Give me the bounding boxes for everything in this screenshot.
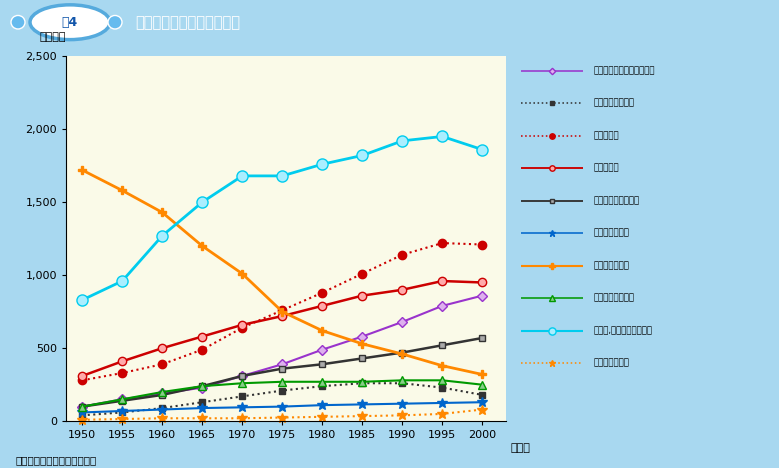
Text: 分類不能の職業: 分類不能の職業 <box>594 358 629 368</box>
Circle shape <box>108 15 122 29</box>
Text: 販売従事者: 販売従事者 <box>594 164 619 173</box>
Text: 管理的職業従事者: 管理的職業従事者 <box>594 99 635 108</box>
Text: （年）: （年） <box>511 443 530 453</box>
Ellipse shape <box>30 5 110 40</box>
Text: 農林漁業作業者: 農林漁業作業者 <box>594 261 629 270</box>
Text: （万人）: （万人） <box>40 31 66 42</box>
Text: 保安職業従事者: 保安職業従事者 <box>594 229 629 238</box>
Text: 職業分類別就業者数の推移: 職業分類別就業者数の推移 <box>135 15 240 30</box>
Text: （資料）総務省「国勢調査」: （資料）総務省「国勢調査」 <box>16 455 97 465</box>
Text: 運輸・通信従事者: 運輸・通信従事者 <box>594 294 635 303</box>
Text: 図4: 図4 <box>62 16 78 29</box>
Text: 事務従事者: 事務従事者 <box>594 131 619 140</box>
Text: サービス職業従事者: サービス職業従事者 <box>594 196 640 205</box>
Circle shape <box>11 15 25 29</box>
Text: 技能工,採掘・製造・建設: 技能工,採掘・製造・建設 <box>594 326 653 335</box>
Text: 専門的・技術的職業従事者: 専門的・技術的職業従事者 <box>594 66 655 75</box>
